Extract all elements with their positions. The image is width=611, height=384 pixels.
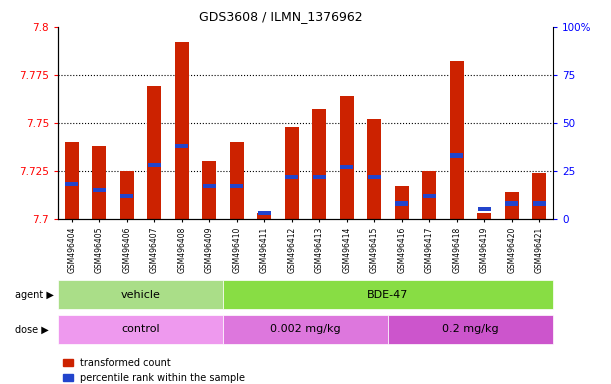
Bar — [450, 61, 464, 219]
Bar — [478, 207, 491, 211]
Bar — [395, 186, 409, 219]
Bar — [312, 109, 326, 219]
Text: agent ▶: agent ▶ — [15, 290, 54, 300]
Bar — [257, 213, 271, 219]
Bar — [65, 142, 79, 219]
Bar — [450, 153, 463, 157]
Bar — [202, 161, 216, 219]
Bar — [505, 201, 518, 205]
Bar — [175, 42, 189, 219]
Bar — [340, 165, 353, 169]
Text: 0.002 mg/kg: 0.002 mg/kg — [270, 324, 341, 334]
Bar — [367, 119, 381, 219]
Bar — [58, 315, 223, 344]
Bar — [223, 280, 553, 309]
Bar — [203, 184, 216, 188]
Text: BDE-47: BDE-47 — [367, 290, 409, 300]
Bar — [175, 144, 188, 148]
Bar — [313, 174, 326, 179]
Bar — [93, 188, 106, 192]
Bar — [395, 201, 408, 205]
Bar — [120, 171, 134, 219]
Bar — [388, 315, 553, 344]
Bar — [423, 194, 436, 198]
Bar — [230, 142, 244, 219]
Bar — [533, 201, 546, 205]
Legend: transformed count, percentile rank within the sample: transformed count, percentile rank withi… — [63, 358, 246, 383]
Bar — [148, 163, 161, 167]
Bar — [285, 127, 299, 219]
Bar — [120, 194, 133, 198]
Bar — [223, 315, 388, 344]
Bar — [368, 174, 381, 179]
Text: GDS3608 / ILMN_1376962: GDS3608 / ILMN_1376962 — [199, 10, 362, 23]
Bar — [422, 171, 436, 219]
Bar — [92, 146, 106, 219]
Bar — [505, 192, 519, 219]
Text: vehicle: vehicle — [120, 290, 161, 300]
Bar — [230, 184, 243, 188]
Bar — [285, 174, 298, 179]
Text: control: control — [121, 324, 160, 334]
Bar — [532, 173, 546, 219]
Bar — [147, 86, 161, 219]
Text: 0.2 mg/kg: 0.2 mg/kg — [442, 324, 499, 334]
Bar — [58, 280, 223, 309]
Bar — [258, 211, 271, 215]
Text: dose ▶: dose ▶ — [15, 324, 49, 334]
Bar — [340, 96, 354, 219]
Bar — [477, 213, 491, 219]
Bar — [65, 182, 78, 186]
